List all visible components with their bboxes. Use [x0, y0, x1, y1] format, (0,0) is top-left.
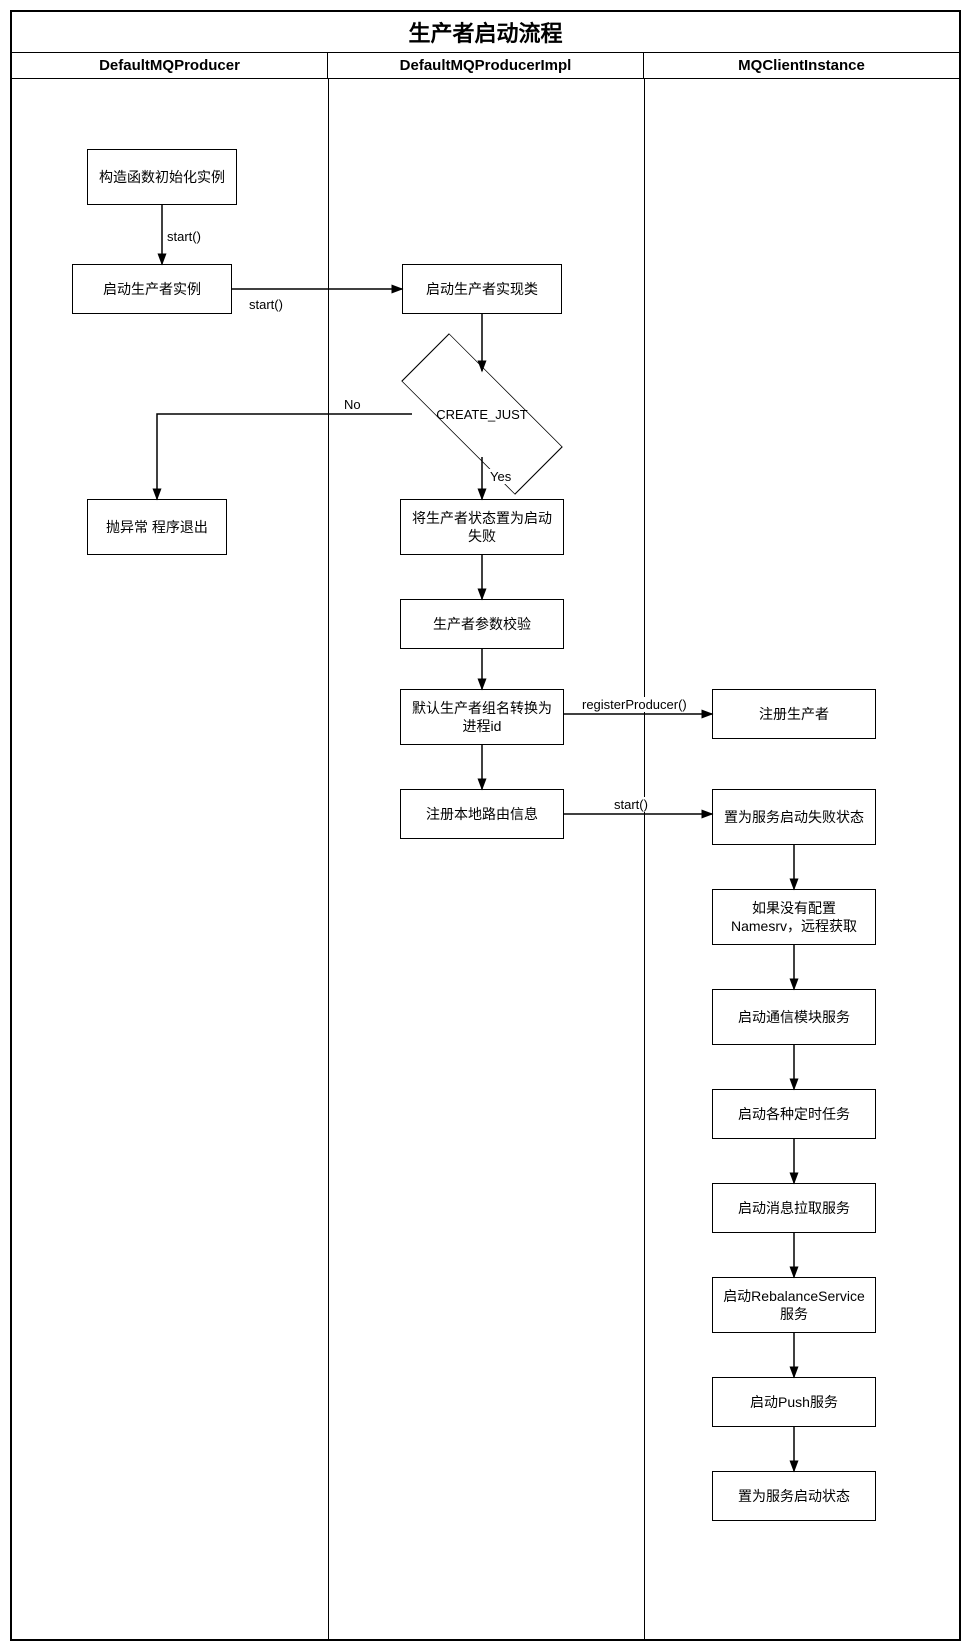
flowchart-node: 注册生产者	[712, 689, 876, 739]
decision-label: CREATE_JUST	[412, 369, 552, 459]
flowchart-node: 启动通信模块服务	[712, 989, 876, 1045]
flowchart-node: 生产者参数校验	[400, 599, 564, 649]
edge-label: start()	[165, 229, 203, 244]
lane-header-2: DefaultMQProducerImpl	[328, 53, 644, 78]
edge-label: registerProducer()	[580, 697, 689, 712]
edge-label: Yes	[488, 469, 513, 484]
diagram-title: 生产者启动流程	[12, 12, 959, 53]
flowchart-node: 启动生产者实现类	[402, 264, 562, 314]
edge-label: start()	[247, 297, 285, 312]
flowchart-node: 置为服务启动失败状态	[712, 789, 876, 845]
flowchart-node: 启动生产者实例	[72, 264, 232, 314]
lane-header-3: MQClientInstance	[644, 53, 959, 78]
lane-header-1: DefaultMQProducer	[12, 53, 328, 78]
edge-label: No	[342, 397, 363, 412]
flowchart-node: 如果没有配置Namesrv，远程获取	[712, 889, 876, 945]
diagram-container: 生产者启动流程 DefaultMQProducer DefaultMQProdu…	[10, 10, 961, 1641]
lane-headers: DefaultMQProducer DefaultMQProducerImpl …	[12, 53, 959, 79]
flowchart-node: 构造函数初始化实例	[87, 149, 237, 205]
flowchart-node: 默认生产者组名转换为进程id	[400, 689, 564, 745]
flowchart-node: 启动Push服务	[712, 1377, 876, 1427]
flowchart-node: 将生产者状态置为启动失败	[400, 499, 564, 555]
flowchart-node: 抛异常 程序退出	[87, 499, 227, 555]
flowchart-node: 启动消息拉取服务	[712, 1183, 876, 1233]
flowchart-node: 启动RebalanceService服务	[712, 1277, 876, 1333]
flowchart-node: 注册本地路由信息	[400, 789, 564, 839]
flowchart-node: 置为服务启动状态	[712, 1471, 876, 1521]
diagram-body: 构造函数初始化实例启动生产者实例 启动生产者实现类 CREATE_JUST 抛异常 程…	[12, 79, 959, 1639]
flowchart-node: 启动各种定时任务	[712, 1089, 876, 1139]
decision-node: CREATE_JUST	[412, 369, 552, 459]
edge-label: start()	[612, 797, 650, 812]
